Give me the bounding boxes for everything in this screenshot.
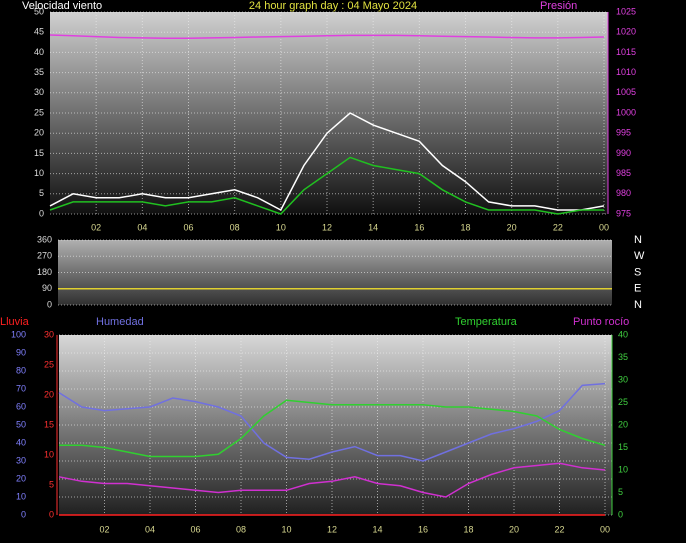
x-tick-label: 14	[372, 524, 382, 534]
y3-tick-label: 30	[44, 329, 54, 339]
y3-tick-label: 10	[44, 449, 54, 459]
y2-tick-label: 980	[616, 188, 631, 198]
y2-tick-label: 20	[618, 419, 628, 429]
x-tick-label: 06	[190, 524, 200, 534]
y2-tick-label: E	[634, 283, 641, 295]
series-label: Punto rocío	[573, 316, 629, 328]
x-tick-label: 20	[509, 524, 519, 534]
series-label: Lluvia	[0, 316, 30, 328]
x-tick-label: 10	[276, 222, 286, 232]
y-tick-label: 40	[16, 437, 26, 447]
x-tick-label: 12	[327, 524, 337, 534]
y2-tick-label: 30	[618, 374, 628, 384]
y-tick-label: 25	[34, 107, 44, 117]
y-tick-label: 360	[37, 234, 52, 244]
y-tick-label: 0	[47, 299, 52, 309]
x-tick-label: 10	[281, 524, 291, 534]
y-tick-label: 90	[42, 283, 52, 293]
y-tick-label: 10	[34, 168, 44, 178]
series-line	[49, 34, 605, 40]
y2-tick-label: S	[634, 266, 641, 278]
y2-tick-label: 1020	[616, 27, 636, 37]
y-tick-label: 50	[16, 419, 26, 429]
y2-tick-label: 995	[616, 128, 631, 138]
x-tick-label: 12	[322, 222, 332, 232]
y-tick-label: 30	[16, 455, 26, 465]
y-tick-label: 20	[34, 128, 44, 138]
y-tick-label: 80	[16, 365, 26, 375]
y2-tick-label: 1025	[616, 6, 636, 16]
y3-tick-label: 15	[44, 419, 54, 429]
y2-tick-label: W	[634, 250, 645, 262]
y-tick-label: 270	[37, 251, 52, 261]
x-tick-label: 00	[600, 524, 610, 534]
y3-tick-label: 20	[44, 389, 54, 399]
x-tick-label: 22	[553, 222, 563, 232]
y2-tick-label: 975	[616, 208, 631, 218]
y-tick-label: 0	[39, 208, 44, 218]
y-tick-label: 20	[16, 473, 26, 483]
series-line	[59, 399, 606, 458]
x-tick-label: 22	[554, 524, 564, 534]
y2-tick-label: 35	[618, 352, 628, 362]
y-tick-label: 180	[37, 267, 52, 277]
series-line	[58, 462, 606, 498]
x-tick-label: 02	[91, 222, 101, 232]
x-tick-label: 06	[183, 222, 193, 232]
y-tick-label: 50	[34, 6, 44, 16]
y-tick-label: 60	[16, 401, 26, 411]
y2-tick-label: 40	[618, 329, 628, 339]
y2-tick-label: 1015	[616, 47, 636, 57]
y-tick-label: 5	[39, 188, 44, 198]
x-tick-label: 14	[368, 222, 378, 232]
series-line	[49, 156, 604, 215]
y-tick-label: 30	[34, 87, 44, 97]
x-tick-label: 18	[463, 524, 473, 534]
x-tick-label: 16	[418, 524, 428, 534]
y-tick-label: 40	[34, 47, 44, 57]
y-tick-label: 45	[34, 27, 44, 37]
y-axis-label: Velocidad viento	[22, 0, 102, 12]
y2-tick-label: 1000	[616, 107, 636, 117]
y2-tick-label: 5	[618, 487, 623, 497]
y-tick-label: 70	[16, 383, 26, 393]
chart-title: 24 hour graph day : 04 Mayo 2024	[249, 0, 417, 12]
y2-tick-label: 1010	[616, 67, 636, 77]
y3-tick-label: 0	[49, 509, 54, 519]
y2-tick-label: 985	[616, 168, 631, 178]
y-tick-label: 90	[16, 347, 26, 357]
x-tick-label: 04	[137, 222, 147, 232]
y2-tick-label: 25	[618, 397, 628, 407]
series-label: Temperatura	[455, 316, 518, 328]
y-tick-label: 10	[16, 491, 26, 501]
x-tick-label: 18	[460, 222, 470, 232]
x-tick-label: 08	[230, 222, 240, 232]
x-tick-label: 02	[99, 524, 109, 534]
y-tick-label: 15	[34, 148, 44, 158]
x-tick-label: 16	[414, 222, 424, 232]
y2-tick-label: 1005	[616, 87, 636, 97]
y2-tick-label: 10	[618, 464, 628, 474]
series-line	[49, 112, 605, 212]
y2-tick-label: 990	[616, 148, 631, 158]
y3-tick-label: 25	[44, 359, 54, 369]
series-label: Presión	[540, 0, 577, 12]
series-line	[58, 382, 606, 462]
y2-tick-label: 0	[618, 509, 623, 519]
y-tick-label: 100	[11, 329, 26, 339]
y2-tick-label: N	[634, 234, 642, 246]
y3-tick-label: 5	[49, 479, 54, 489]
x-tick-label: 00	[599, 222, 609, 232]
x-tick-label: 20	[507, 222, 517, 232]
y2-tick-label: 15	[618, 442, 628, 452]
y-tick-label: 0	[21, 509, 26, 519]
y-tick-label: 35	[34, 67, 44, 77]
y2-tick-label: N	[634, 299, 642, 311]
x-tick-label: 08	[236, 524, 246, 534]
series-label: Humedad	[96, 316, 144, 328]
x-tick-label: 04	[145, 524, 155, 534]
